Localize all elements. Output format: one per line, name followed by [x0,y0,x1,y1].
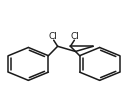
Text: Cl: Cl [49,32,57,41]
Text: Cl: Cl [71,32,79,41]
